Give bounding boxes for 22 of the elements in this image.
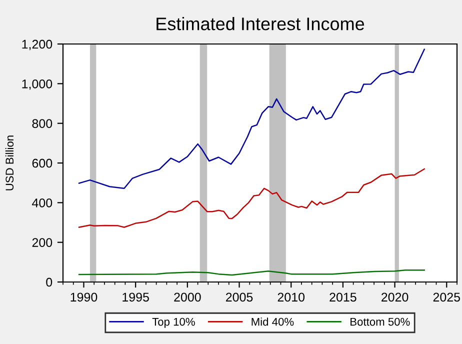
- line-series: [78, 168, 425, 228]
- x-tick-label: 1990: [70, 292, 98, 302]
- chart-title: Estimated Interest Income: [156, 17, 364, 30]
- x-tick-label: 2010: [278, 292, 305, 302]
- y-tick-label: 800: [32, 119, 52, 128]
- y-tick-label: 200: [32, 238, 52, 247]
- x-tick-label: 2015: [330, 292, 356, 302]
- y-tick-label: 1,200: [22, 40, 52, 50]
- x-tick-label: 2025: [433, 292, 460, 302]
- y-tick-label: 400: [32, 198, 52, 208]
- y-axis-title: USD Billion: [5, 136, 14, 190]
- x-tick-label: 1995: [122, 292, 149, 302]
- legend-label: Mid 40%: [252, 318, 294, 326]
- y-tick-label: 0: [46, 278, 52, 287]
- x-tick-label: 2005: [226, 292, 253, 302]
- legend-label: Top 10%: [152, 318, 195, 328]
- x-tick-label: 2000: [174, 292, 201, 302]
- y-tick-label: 600: [32, 158, 52, 168]
- x-tick-label: 2020: [382, 292, 408, 302]
- line-series: [78, 48, 425, 190]
- legend-label: Bottom 50%: [350, 318, 410, 326]
- y-tick-label: 1,000: [22, 79, 52, 90]
